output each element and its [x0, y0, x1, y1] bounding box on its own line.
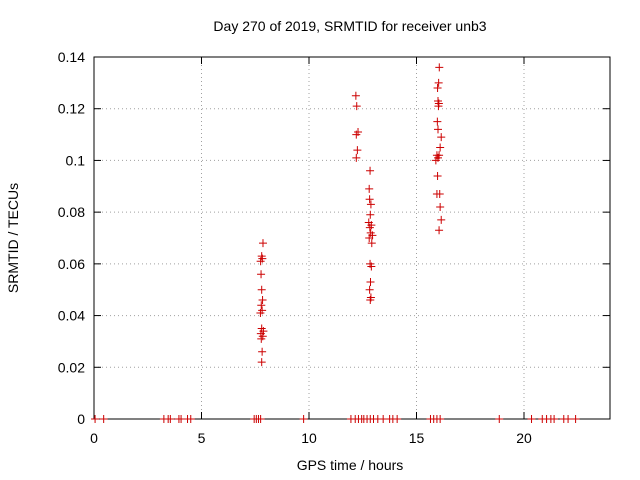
data-points: [91, 63, 580, 423]
data-point: [366, 277, 375, 286]
data-point: [434, 78, 443, 87]
data-point: [186, 415, 195, 423]
data-point: [99, 415, 108, 423]
data-point: [257, 285, 266, 294]
data-point: [564, 415, 573, 423]
y-tick-label: 0.06: [58, 256, 85, 272]
y-tick-label: 0.02: [58, 359, 85, 375]
data-point: [436, 415, 445, 423]
data-point: [435, 63, 444, 72]
data-point: [352, 102, 361, 111]
x-tick-label: 20: [516, 430, 532, 446]
data-point: [366, 259, 375, 268]
x-tick-label: 0: [90, 430, 98, 446]
data-point: [435, 226, 444, 235]
data-point: [365, 184, 374, 193]
data-point: [366, 228, 375, 237]
data-point: [364, 218, 373, 227]
data-point: [437, 215, 446, 224]
data-point: [366, 200, 375, 209]
data-point: [258, 306, 267, 315]
x-tick-label: 10: [301, 430, 317, 446]
axis-ticks: 0 0.02 0.04 0.06 0.08 0.1 0.12 0.14 0 5 10 15 20: [58, 49, 610, 446]
data-point: [437, 133, 446, 142]
y-tick-label: 0.1: [66, 152, 86, 168]
data-point: [527, 415, 536, 423]
data-point: [433, 117, 442, 126]
data-point: [256, 415, 265, 423]
y-tick-label: 0.14: [58, 49, 85, 65]
y-tick-label: 0.04: [58, 308, 85, 324]
x-tick-label: 5: [198, 430, 206, 446]
y-axis-label: SRMTID / TECUs: [5, 183, 21, 293]
data-point: [435, 190, 444, 199]
data-point: [352, 153, 361, 162]
data-point: [366, 210, 375, 219]
chart-title: Day 270 of 2019, SRMTID for receiver unb…: [213, 18, 486, 34]
data-point: [571, 415, 580, 423]
y-tick-label: 0.08: [58, 204, 85, 220]
data-point: [436, 143, 445, 152]
data-point: [258, 347, 267, 356]
data-point: [367, 239, 376, 248]
data-point: [91, 415, 100, 423]
data-point: [366, 166, 375, 175]
data-point: [257, 358, 266, 367]
data-point: [550, 415, 559, 423]
x-axis-label: GPS time / hours: [297, 457, 404, 473]
grid: [94, 57, 610, 419]
data-point: [393, 415, 402, 423]
data-point: [434, 96, 442, 105]
data-point: [366, 293, 375, 302]
data-point: [166, 415, 175, 423]
data-point: [353, 146, 362, 155]
data-point: [351, 91, 360, 100]
data-point: [257, 252, 266, 261]
plot-frame: [93, 56, 611, 420]
data-point: [495, 415, 504, 423]
data-point: [434, 125, 442, 134]
data-point: [354, 127, 363, 136]
data-point: [257, 301, 266, 310]
data-point: [433, 171, 442, 180]
data-point: [257, 270, 266, 279]
y-tick-label: 0: [77, 411, 85, 427]
data-point: [433, 84, 442, 93]
data-point: [436, 202, 445, 211]
data-point: [365, 195, 374, 204]
data-point: [435, 151, 444, 160]
y-tick-label: 0.12: [58, 101, 85, 117]
data-point: [258, 239, 267, 248]
x-tick-label: 15: [409, 430, 425, 446]
data-point: [299, 415, 308, 423]
data-point: [257, 324, 266, 333]
data-point: [258, 296, 267, 305]
data-point: [365, 285, 374, 294]
